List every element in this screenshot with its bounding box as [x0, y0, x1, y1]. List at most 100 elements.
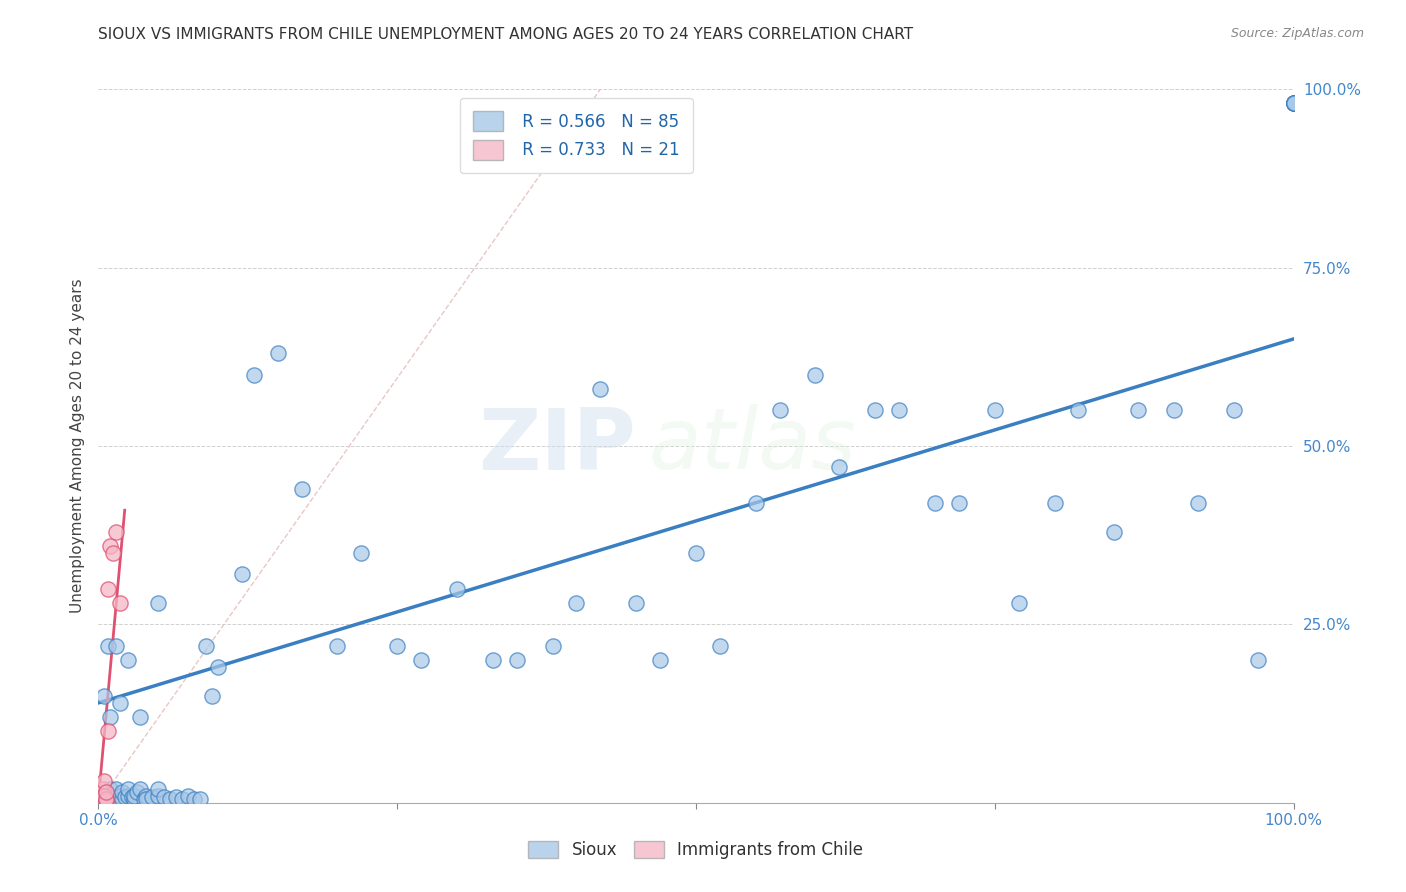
Point	[97, 582, 120, 596]
Point	[201, 689, 224, 703]
Point	[159, 792, 181, 806]
Point	[94, 785, 117, 799]
Point	[108, 596, 131, 610]
Point	[983, 403, 1005, 417]
Point	[541, 639, 564, 653]
Point	[108, 789, 131, 803]
Point	[101, 792, 124, 806]
Point	[243, 368, 266, 382]
Point	[165, 790, 187, 805]
Point	[1282, 96, 1305, 111]
Point	[172, 792, 194, 806]
Point	[124, 789, 146, 803]
Point	[194, 639, 217, 653]
Point	[828, 460, 851, 475]
Point	[97, 724, 120, 739]
Point	[506, 653, 529, 667]
Legend: Sioux, Immigrants from Chile: Sioux, Immigrants from Chile	[522, 834, 870, 866]
Point	[326, 639, 349, 653]
Point	[948, 496, 970, 510]
Point	[141, 790, 163, 805]
Point	[93, 774, 115, 789]
Point	[148, 781, 170, 796]
Point	[90, 785, 112, 799]
Point	[411, 653, 433, 667]
Point	[91, 792, 114, 806]
Text: SIOUX VS IMMIGRANTS FROM CHILE UNEMPLOYMENT AMONG AGES 20 TO 24 YEARS CORRELATIO: SIOUX VS IMMIGRANTS FROM CHILE UNEMPLOYM…	[98, 27, 914, 42]
Point	[1067, 403, 1090, 417]
Point	[129, 710, 152, 724]
Point	[1043, 496, 1066, 510]
Text: ZIP: ZIP	[478, 404, 636, 488]
Point	[863, 403, 886, 417]
Point	[117, 789, 139, 803]
Point	[231, 567, 253, 582]
Point	[105, 639, 128, 653]
Point	[685, 546, 707, 560]
Point	[108, 696, 131, 710]
Point	[132, 792, 155, 806]
Point	[114, 790, 136, 805]
Point	[1282, 96, 1305, 111]
Point	[446, 582, 468, 596]
Point	[153, 790, 176, 805]
Point	[804, 368, 827, 382]
Point	[1282, 96, 1305, 111]
Point	[1163, 403, 1185, 417]
Point	[1102, 524, 1125, 539]
Point	[101, 546, 124, 560]
Point	[135, 792, 157, 806]
Point	[91, 794, 114, 808]
Point	[1246, 653, 1268, 667]
Point	[91, 789, 114, 803]
Point	[98, 781, 122, 796]
Point	[93, 689, 115, 703]
Point	[648, 653, 672, 667]
Point	[97, 639, 120, 653]
Point	[1187, 496, 1209, 510]
Point	[98, 710, 122, 724]
Point	[745, 496, 768, 510]
Point	[1282, 96, 1305, 111]
Point	[565, 596, 588, 610]
Point	[183, 792, 205, 806]
Point	[111, 785, 134, 799]
Point	[91, 781, 114, 796]
Point	[135, 789, 157, 803]
Point	[481, 653, 505, 667]
Point	[207, 660, 229, 674]
Point	[709, 639, 731, 653]
Text: atlas: atlas	[648, 404, 856, 488]
Point	[148, 789, 170, 803]
Point	[98, 539, 122, 553]
Point	[98, 789, 122, 803]
Point	[124, 792, 146, 806]
Point	[1007, 596, 1029, 610]
Point	[117, 653, 139, 667]
Point	[111, 792, 134, 806]
Point	[1222, 403, 1246, 417]
Point	[93, 792, 115, 806]
Point	[350, 546, 373, 560]
Point	[105, 781, 128, 796]
Point	[924, 496, 946, 510]
Point	[90, 794, 112, 808]
Point	[125, 785, 148, 799]
Y-axis label: Unemployment Among Ages 20 to 24 years: Unemployment Among Ages 20 to 24 years	[69, 278, 84, 614]
Point	[624, 596, 647, 610]
Point	[768, 403, 790, 417]
Point	[1282, 96, 1305, 111]
Point	[1282, 96, 1305, 111]
Point	[188, 792, 211, 806]
Point	[1282, 96, 1305, 111]
Text: Source: ZipAtlas.com: Source: ZipAtlas.com	[1230, 27, 1364, 40]
Point	[117, 781, 139, 796]
Point	[148, 596, 170, 610]
Point	[94, 794, 117, 808]
Point	[385, 639, 409, 653]
Point	[93, 789, 115, 803]
Point	[93, 794, 115, 808]
Point	[889, 403, 911, 417]
Point	[290, 482, 312, 496]
Point	[97, 790, 120, 805]
